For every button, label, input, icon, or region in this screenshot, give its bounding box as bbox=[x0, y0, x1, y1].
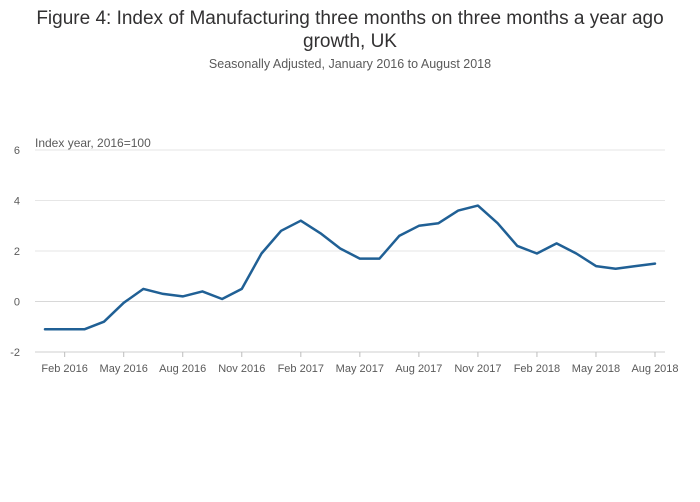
y-tick-label: 4 bbox=[14, 196, 20, 208]
x-tick-label: Aug 2017 bbox=[395, 363, 442, 375]
y-tick-label: -2 bbox=[10, 347, 20, 359]
x-tick-label: Nov 2017 bbox=[454, 363, 501, 375]
x-tick-label: Feb 2017 bbox=[278, 363, 324, 375]
x-tick-label: Nov 2016 bbox=[218, 363, 265, 375]
y-axis-label: Index year, 2016=100 bbox=[35, 136, 151, 150]
grid-lines bbox=[35, 149, 665, 353]
y-tick-labels: -2 0 2 4 6 bbox=[10, 145, 20, 359]
x-tick-label: Feb 2018 bbox=[514, 363, 560, 375]
y-tick-label: 6 bbox=[14, 145, 20, 157]
x-tick-label: Aug 2018 bbox=[631, 363, 678, 375]
series-line bbox=[43, 204, 657, 331]
x-tick-label: May 2018 bbox=[572, 363, 620, 375]
x-tick-labels: Feb 2016 May 2016 Aug 2016 Nov 2016 Feb 2017… bbox=[41, 352, 679, 375]
chart-title: Figure 4: Index of Manufacturing three m… bbox=[36, 8, 664, 52]
x-tick-label: Aug 2016 bbox=[159, 363, 206, 375]
y-tick-label: 2 bbox=[14, 246, 20, 258]
x-tick-label: Feb 2016 bbox=[41, 363, 87, 375]
y-tick-label: 0 bbox=[14, 297, 20, 309]
series-lines bbox=[43, 204, 657, 331]
x-tick-label: May 2017 bbox=[336, 363, 384, 375]
x-tick-label: May 2016 bbox=[100, 363, 148, 375]
chart-subtitle: Seasonally Adjusted, January 2016 to Aug… bbox=[208, 57, 492, 71]
